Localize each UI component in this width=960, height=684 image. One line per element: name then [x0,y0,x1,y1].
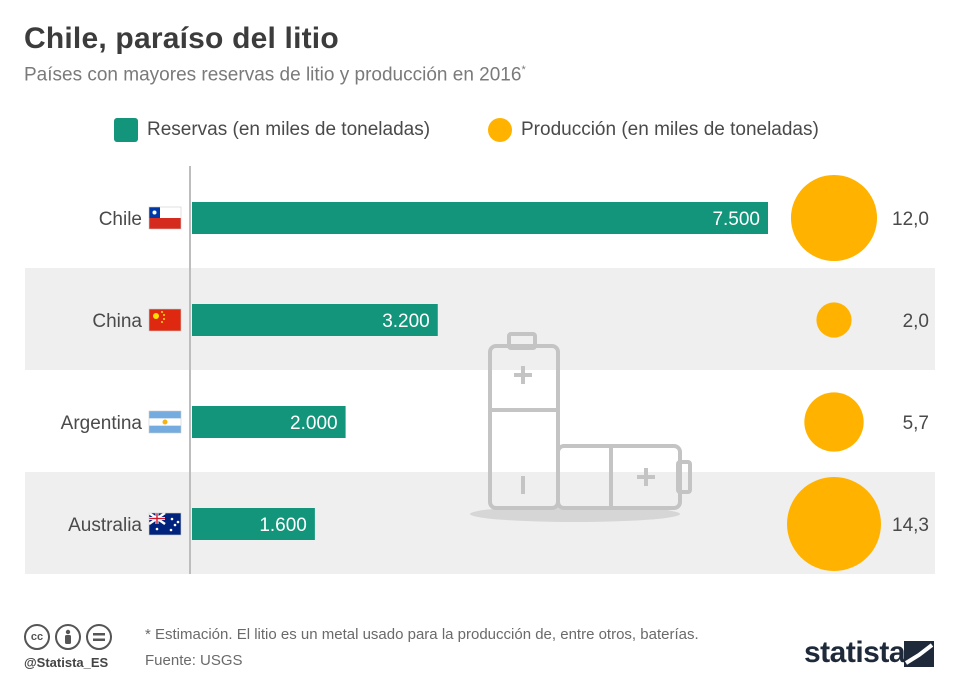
reserve-bar [192,508,315,540]
cc-icon: cc [24,624,50,650]
flag-star [161,311,163,313]
legend-reserves: Reservas (en miles de toneladas) [114,118,430,142]
footnote: * Estimación. El litio es un metal usado… [145,626,699,643]
category-label: China [92,311,142,332]
source-note: Fuente: USGS [145,652,243,669]
reserve-bar-label: 7.500 [712,209,760,230]
argentina-flag [148,410,182,434]
reserve-bar-label: 2.000 [290,413,338,434]
attribution-icon [55,624,81,650]
chile-flag [148,206,182,230]
production-bubble [804,392,864,452]
reserve-bar [192,202,768,234]
production-label: 12,0 [892,209,929,230]
no-derivatives-icon [86,624,112,650]
production-bubble [787,477,881,571]
flag-star [163,318,165,320]
flag-star [170,517,174,521]
flag-star [152,210,157,215]
legend-production-swatch [488,118,512,142]
battery-vertical [488,344,560,510]
flag-star [173,523,177,527]
production-label: 5,7 [903,413,929,434]
flag-star [169,528,173,532]
reserve-bar-label: 1.600 [259,515,307,536]
reserve-bar [192,406,346,438]
flag-star [163,314,165,316]
legend-production-label: Producción (en miles de toneladas) [521,119,819,140]
reserve-bar [192,304,438,336]
battery-terminal-side [676,460,692,494]
production-label: 14,3 [892,515,929,536]
statista-logo[interactable]: statista [804,636,906,669]
china-flag [148,308,182,332]
legend-reserves-label: Reservas (en miles de toneladas) [147,119,431,140]
production-bubble [816,302,852,338]
flag-border [148,410,182,434]
legend-reserves-swatch [114,118,138,142]
reserve-bar-label: 3.200 [382,311,430,332]
flag-border [148,512,182,536]
production-bubble [790,174,878,262]
flag-border [148,308,182,332]
flag-star [161,321,163,323]
subtitle-text: Países con mayores reservas de litio y p… [24,64,522,86]
flag-star [176,520,180,524]
legend: Reservas (en miles de toneladas) Producc… [0,118,960,144]
battery-icon [470,332,692,522]
legend-production: Producción (en miles de toneladas) [488,118,819,142]
category-label: Argentina [61,413,143,434]
chart-subtitle: Países con mayores reservas de litio y p… [24,64,526,86]
flag-sun [162,419,168,425]
category-label: Chile [99,209,142,230]
license-icons: cc [24,624,112,650]
flag-band [149,207,181,218]
subtitle-asterisk: * [521,64,526,76]
chart-title: Chile, paraíso del litio [24,22,339,55]
flag-field [149,309,181,331]
flag-band [149,218,181,229]
australia-flag [148,511,182,536]
statista-logo-mark [904,641,934,667]
category-label: Australia [68,515,142,536]
statista-handle[interactable]: @Statista_ES [24,655,109,670]
flag-star [153,313,159,319]
flag-star [155,527,159,531]
flag-border [148,206,182,230]
production-label: 2,0 [903,311,929,332]
